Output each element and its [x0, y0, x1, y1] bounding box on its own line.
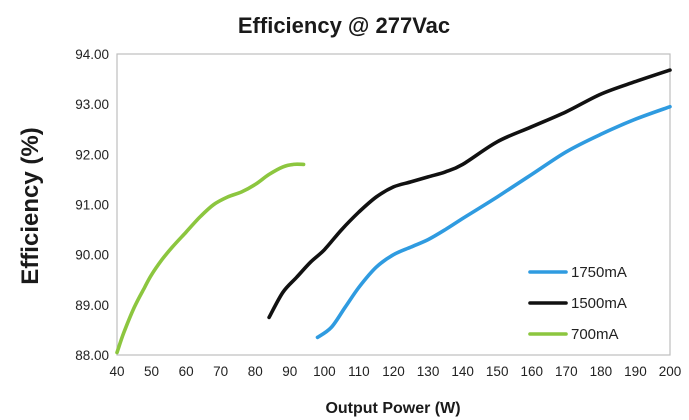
- y-axis-label: Efficiency (%): [17, 127, 44, 284]
- x-tick-label: 50: [144, 364, 159, 379]
- y-tick-label: 94.00: [75, 47, 109, 62]
- x-tick-label: 120: [382, 364, 405, 379]
- y-tick-label: 92.00: [75, 147, 109, 162]
- x-tick-label: 100: [313, 364, 336, 379]
- x-tick-label: 70: [213, 364, 228, 379]
- plot-area-frame: [116, 53, 671, 356]
- x-tick-label: 150: [486, 364, 509, 379]
- x-tick-label: 180: [590, 364, 613, 379]
- legend: 1750mA 1500mA 700mA: [528, 264, 627, 343]
- x-tick-label: 200: [659, 364, 682, 379]
- x-tick-label: 190: [624, 364, 647, 379]
- x-tick-label: 170: [555, 364, 578, 379]
- series-line-700ma: [115, 162, 306, 355]
- chart-title: Efficiency @ 277Vac: [238, 13, 450, 38]
- x-tick-label: 160: [520, 364, 543, 379]
- x-axis-label: Output Power (W): [325, 400, 460, 417]
- x-axis-ticks: 40 50 60 70 80 90 100 110 120 130 140 150 160 170 180 1…: [109, 364, 681, 379]
- series-line-1500ma: [267, 68, 672, 320]
- x-tick-label: 140: [451, 364, 474, 379]
- x-tick-label: 110: [348, 364, 370, 379]
- y-tick-label: 91.00: [75, 198, 109, 213]
- series-line-1750ma: [315, 104, 672, 340]
- x-tick-label: 40: [109, 364, 124, 379]
- y-axis-ticks: 88.00 89.00 90.00 91.00 92.00 93.00 94.00: [75, 47, 109, 363]
- legend-label-1500ma: 1500mA: [571, 295, 627, 312]
- y-tick-label: 93.00: [75, 97, 109, 112]
- y-tick-label: 89.00: [75, 298, 109, 313]
- y-tick-label: 88.00: [75, 348, 109, 363]
- x-tick-label: 130: [417, 364, 440, 379]
- x-tick-label: 80: [248, 364, 263, 379]
- legend-label-700ma: 700mA: [571, 326, 619, 343]
- series-lines: [115, 68, 672, 355]
- x-tick-label: 60: [179, 364, 194, 379]
- x-tick-label: 90: [282, 364, 297, 379]
- legend-label-1750ma: 1750mA: [571, 264, 627, 281]
- y-tick-label: 90.00: [75, 248, 109, 263]
